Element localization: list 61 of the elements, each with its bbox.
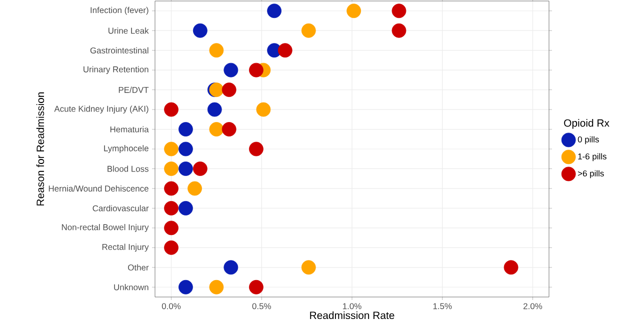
y-tick-label: Hernia/Wound Dehiscence — [48, 185, 148, 192]
y-tick-label: Cardiovascular — [92, 205, 149, 212]
point — [209, 122, 224, 136]
y-tick-label: Non-rectal Bowel Injury — [62, 224, 149, 232]
point — [164, 240, 178, 255]
point — [178, 142, 193, 156]
x-tick-label: 1.5% — [433, 303, 452, 310]
x-axis-title: Readmission Rate — [310, 311, 394, 320]
point — [164, 162, 178, 176]
point — [249, 280, 264, 294]
point — [301, 260, 316, 275]
point — [392, 4, 406, 18]
x-tick-label: 2.0% — [524, 303, 542, 310]
legend-title: Opioid Rx — [564, 119, 610, 129]
y-tick-label: Acute Kidney Injury (AKI) — [54, 106, 148, 114]
y-tick-label: Rectal Injury — [102, 244, 149, 252]
point — [178, 122, 193, 136]
y-tick-label: Urinary Retention — [84, 66, 148, 74]
point — [278, 43, 292, 58]
y-tick-label: Unknown — [114, 284, 148, 290]
point — [267, 4, 282, 18]
point — [188, 181, 202, 196]
point — [209, 43, 224, 58]
point — [222, 122, 236, 136]
point — [224, 62, 238, 78]
x-tick-label: 0.5% — [252, 303, 271, 310]
point — [164, 220, 178, 236]
y-tick-label: Hematuria — [110, 126, 149, 132]
point — [256, 102, 271, 117]
point — [301, 23, 316, 38]
point — [207, 102, 222, 117]
point — [178, 201, 193, 216]
point — [249, 62, 264, 78]
point — [164, 102, 178, 117]
legend-label: 1-6 pills — [578, 153, 606, 162]
point — [346, 4, 362, 18]
x-tick-label: 0.0% — [162, 303, 181, 310]
point — [192, 23, 208, 38]
point — [209, 280, 224, 294]
y-axis-title: Reason for Readmission — [36, 92, 44, 206]
y-tick-label: Other — [128, 264, 149, 271]
x-tick-label: 1.0% — [342, 303, 362, 310]
y-tick-label: Gastrointestinal — [90, 47, 148, 54]
y-tick-label: Infection (fever) — [90, 6, 148, 15]
point — [392, 23, 406, 38]
point — [249, 142, 264, 156]
y-tick-label: Blood Loss — [108, 166, 148, 172]
point — [222, 82, 236, 97]
y-tick-label: Urine Leak — [108, 27, 149, 34]
y-tick-label: Lymphocele — [104, 145, 148, 153]
point — [164, 201, 178, 216]
y-tick-label: PE/DVT — [118, 86, 149, 93]
point — [164, 142, 178, 156]
point — [178, 162, 193, 176]
point — [178, 280, 193, 294]
point — [192, 162, 208, 176]
point — [504, 260, 518, 275]
point — [164, 181, 178, 196]
point — [224, 260, 238, 275]
legend-label: 0 pills — [578, 136, 599, 144]
legend-label: >6 pills — [578, 170, 604, 178]
